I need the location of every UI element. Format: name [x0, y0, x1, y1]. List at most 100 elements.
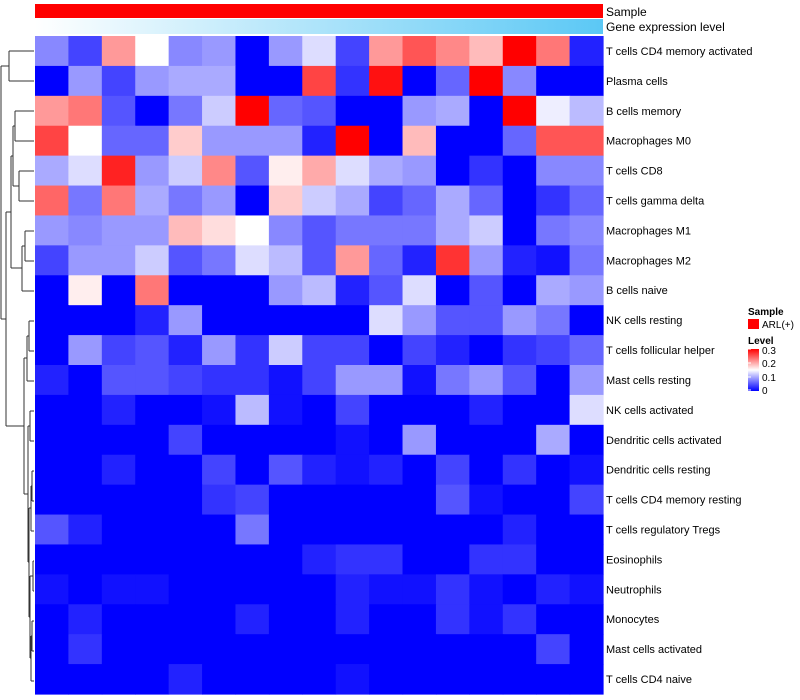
- heatmap-cell: [202, 574, 237, 605]
- heatmap-cell: [268, 125, 303, 157]
- heatmap-cell: [101, 36, 136, 67]
- heatmap-cell: [135, 275, 170, 306]
- heatmap-cell: [335, 185, 370, 217]
- heatmap-cell: [536, 65, 571, 97]
- heatmap-cell: [335, 604, 370, 635]
- heatmap-cell: [35, 36, 70, 67]
- legend-sample-title: Sample: [748, 307, 784, 318]
- heatmap-cell: [101, 574, 136, 605]
- heatmap-cell: [168, 275, 203, 306]
- heatmap-cell: [502, 36, 537, 67]
- heatmap-cell: [235, 95, 270, 127]
- heatmap-cell: [536, 36, 571, 67]
- heatmap-cell: [569, 275, 604, 306]
- heatmap-cell: [469, 155, 504, 187]
- heatmap-cell: [101, 664, 136, 695]
- heatmap-cell: [569, 365, 604, 396]
- heatmap-cell: [369, 394, 404, 426]
- heatmap-cell: [302, 275, 337, 306]
- heatmap-cell: [302, 574, 337, 605]
- heatmap-cell: [502, 185, 537, 217]
- heatmap-cell: [202, 544, 237, 575]
- heatmap-cell: [502, 604, 537, 635]
- heatmap-cell: [536, 365, 571, 396]
- heatmap-cell: [135, 305, 170, 336]
- heatmap-cell: [469, 424, 504, 456]
- heatmap-cell: [68, 365, 103, 396]
- heatmap-cell: [135, 185, 170, 217]
- heatmap-cell: [268, 36, 303, 67]
- heatmap-cell: [202, 215, 237, 246]
- row-label: Macrophages M1: [606, 225, 691, 237]
- heatmap-cell: [35, 125, 70, 157]
- heatmap-cell: [435, 65, 470, 97]
- heatmap-cell: [35, 365, 70, 396]
- heatmap-cell: [101, 394, 136, 426]
- heatmap-cell: [335, 335, 370, 366]
- row-label: T cells regulatory Tregs: [606, 525, 721, 537]
- heatmap-cell: [335, 275, 370, 306]
- heatmap-cell: [335, 664, 370, 695]
- heatmap-cell: [68, 424, 103, 456]
- heatmap-cell: [235, 125, 270, 157]
- heatmap-cell: [68, 454, 103, 486]
- heatmap-cell: [435, 305, 470, 336]
- legend-tick-0.2: 0.2: [762, 359, 776, 370]
- heatmap-cell: [101, 125, 136, 157]
- heatmap-cell: [435, 664, 470, 695]
- heatmap-cell: [435, 424, 470, 456]
- heatmap-cell: [402, 215, 437, 246]
- heatmap-cell: [369, 95, 404, 127]
- gene-expression-annotation-label: Gene expression level: [606, 20, 725, 34]
- heatmap-cell: [202, 95, 237, 127]
- heatmap-cell: [435, 275, 470, 306]
- heatmap-cell: [202, 365, 237, 396]
- heatmap-cell: [402, 634, 437, 665]
- heatmap-cell: [68, 36, 103, 67]
- heatmap-cell: [68, 335, 103, 366]
- row-label: T cells CD8: [606, 166, 663, 178]
- heatmap-cell: [35, 454, 70, 486]
- heatmap-cell: [369, 215, 404, 246]
- heatmap-cell: [202, 514, 237, 546]
- heatmap-cell: [168, 65, 203, 97]
- row-label: B cells memory: [606, 106, 682, 118]
- heatmap-cell: [135, 95, 170, 127]
- heatmap-cell: [202, 394, 237, 426]
- heatmap-cell: [569, 245, 604, 276]
- heatmap-cell: [168, 544, 203, 575]
- heatmap-cell: [101, 65, 136, 97]
- heatmap-cell: [569, 305, 604, 336]
- heatmap-cell: [536, 574, 571, 605]
- heatmap-cell: [435, 454, 470, 486]
- heatmap-cell: [68, 275, 103, 306]
- heatmap-cell: [302, 36, 337, 67]
- heatmap-cell: [68, 634, 103, 665]
- heatmap-cell: [168, 514, 203, 546]
- heatmap-cell: [302, 65, 337, 97]
- heatmap-cell: [402, 36, 437, 67]
- heatmap-cell: [335, 424, 370, 456]
- heatmap-cell: [235, 544, 270, 575]
- heatmap-cell: [435, 544, 470, 575]
- heatmap-cell: [68, 65, 103, 97]
- heatmap-cell: [302, 514, 337, 546]
- row-label: Dendritic cells activated: [606, 435, 722, 447]
- heatmap-cell: [302, 335, 337, 366]
- heatmap-cell: [68, 305, 103, 336]
- heatmap-cell: [268, 365, 303, 396]
- heatmap-cell: [35, 95, 70, 127]
- heatmap-cell: [569, 36, 604, 67]
- heatmap-cell: [335, 574, 370, 605]
- heatmap-cell: [68, 95, 103, 127]
- heatmap-cell: [35, 514, 70, 546]
- heatmap-cell: [335, 454, 370, 486]
- heatmap-cell: [469, 185, 504, 217]
- heatmap-cell: [101, 215, 136, 246]
- heatmap-cell: [302, 484, 337, 516]
- heatmap-cell: [369, 275, 404, 306]
- gene-expression-annotation-bar: [35, 19, 603, 34]
- heatmap-cell: [536, 604, 571, 635]
- heatmap-cell: [135, 245, 170, 276]
- heatmap-cell: [35, 65, 70, 97]
